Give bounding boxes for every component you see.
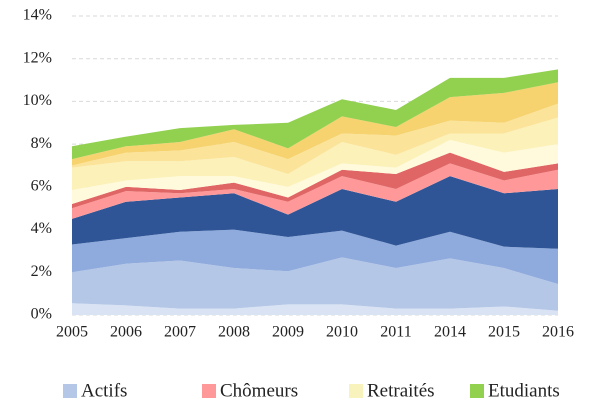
area — [72, 82, 558, 166]
y-tick-label: 10% — [23, 92, 52, 109]
legend-swatch — [349, 384, 363, 398]
legend-label: Retraités — [367, 380, 435, 401]
area — [72, 303, 558, 315]
x-tick-label: 2016 — [542, 324, 574, 341]
y-tick-label: 8% — [31, 135, 52, 152]
area — [72, 69, 558, 160]
y-tick-label: 2% — [31, 263, 52, 280]
legend-swatch — [470, 384, 484, 398]
area — [72, 117, 558, 191]
x-tick-label: 2011 — [380, 324, 411, 341]
x-tick-label: 2014 — [434, 324, 466, 341]
y-tick-label: 12% — [23, 49, 52, 66]
x-tick-label: 2010 — [326, 324, 358, 341]
x-tick-label: 2008 — [218, 324, 250, 341]
legend-label: Etudiants — [488, 380, 560, 401]
x-tick-label: 2006 — [110, 324, 142, 341]
legend-label: Actifs — [81, 380, 127, 401]
area — [72, 163, 558, 219]
area — [72, 229, 558, 285]
area — [72, 103, 558, 175]
y-tick-label: 0% — [31, 306, 52, 323]
legend-label: Chômeurs — [220, 380, 298, 401]
area — [72, 176, 558, 249]
x-tick-label: 2005 — [56, 324, 88, 341]
y-tick-label: 4% — [31, 220, 52, 237]
y-tick-label: 14% — [23, 7, 52, 24]
x-tick-label: 2009 — [272, 324, 304, 341]
x-tick-label: 2007 — [164, 324, 196, 341]
area — [72, 152, 558, 209]
area — [72, 139, 558, 204]
legend-swatch — [202, 384, 216, 398]
x-tick-label: 2015 — [488, 324, 520, 341]
legend-swatch — [63, 384, 77, 398]
y-tick-label: 6% — [31, 178, 52, 195]
area — [72, 257, 558, 311]
